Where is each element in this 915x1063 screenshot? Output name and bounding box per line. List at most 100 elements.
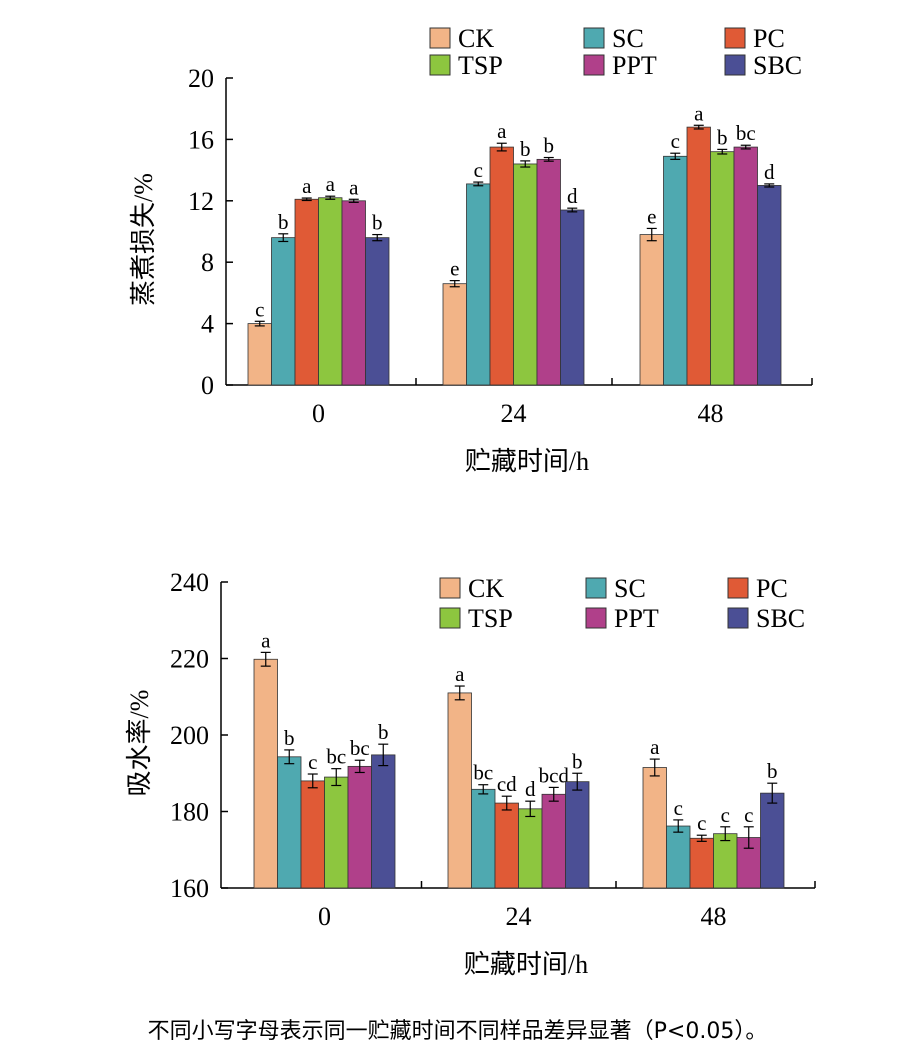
y-tick-label: 0 xyxy=(201,371,214,400)
bar-sc-0 xyxy=(277,756,302,889)
legend-item-tsp: TSP xyxy=(429,51,503,80)
bar-tsp-24 xyxy=(518,808,543,889)
error-bar xyxy=(764,183,775,188)
y-tick-label: 12 xyxy=(188,187,214,216)
significance-letter: bcd xyxy=(539,763,570,787)
legend-item-sc: SC xyxy=(583,24,644,53)
error-bar xyxy=(520,160,531,168)
y-axis-title: 吸水率/% xyxy=(125,690,154,797)
error-bar xyxy=(693,124,704,130)
legend-swatch xyxy=(727,607,749,629)
error-bar xyxy=(454,685,465,701)
legend-label: PPT xyxy=(612,51,657,80)
bar-ppt-24 xyxy=(536,158,561,386)
legend-item-pc: PC xyxy=(724,24,785,53)
x-axis-title: 贮藏时间/h xyxy=(465,447,589,476)
bar-ppt-48 xyxy=(733,146,758,386)
bar-ck-48 xyxy=(642,767,667,889)
error-bar xyxy=(720,826,731,842)
significance-letter: b xyxy=(572,749,583,773)
legend-label: PC xyxy=(756,574,788,603)
bar-pc-48 xyxy=(689,837,714,889)
bar-sbc-0 xyxy=(371,754,396,889)
error-bar xyxy=(378,743,389,767)
significance-letter: d xyxy=(567,184,578,208)
bar-ppt-24 xyxy=(541,793,566,889)
legend-item-ck: CK xyxy=(429,24,494,53)
legend-swatch xyxy=(585,607,607,629)
legend-swatch xyxy=(583,27,605,49)
y-axis-title: 蒸煮损失/% xyxy=(129,173,158,306)
bar-pc-0 xyxy=(294,198,319,386)
significance-letter: a xyxy=(349,175,359,199)
legend-item-ppt: PPT xyxy=(583,51,657,80)
significance-letter: e xyxy=(647,204,656,228)
error-bar xyxy=(496,142,507,152)
error-bar xyxy=(449,280,460,288)
legend-item-ck: CK xyxy=(439,574,504,603)
bar-sbc-48 xyxy=(757,185,782,386)
error-bar xyxy=(478,784,489,795)
significance-letter: cd xyxy=(497,772,517,796)
bar-ppt-0 xyxy=(341,200,366,386)
legend-label: PPT xyxy=(614,604,659,633)
y-tick-label: 16 xyxy=(188,125,214,154)
error-bar xyxy=(501,795,512,811)
bar-ppt-0 xyxy=(347,765,372,889)
bar-pc-0 xyxy=(300,780,325,889)
legend-swatch xyxy=(724,27,746,49)
significance-letter: d xyxy=(525,777,536,801)
legend-item-ppt: PPT xyxy=(585,604,659,633)
x-tick-label: 48 xyxy=(698,399,724,428)
significance-letter: bc xyxy=(326,745,346,769)
bar-tsp-48 xyxy=(710,151,735,386)
bar-sbc-0 xyxy=(365,237,390,386)
figure-caption: 不同小写字母表示同一贮藏时间不同样品差异显著（P<0.05）。 xyxy=(147,1019,768,1044)
significance-letter: b xyxy=(284,726,295,750)
significance-letter: a xyxy=(694,101,704,125)
error-bar xyxy=(670,152,681,160)
error-bar xyxy=(743,826,754,849)
error-bar xyxy=(649,758,660,777)
y-tick-label: 180 xyxy=(170,798,209,827)
bar-pc-48 xyxy=(686,126,711,386)
x-tick-label: 24 xyxy=(506,902,532,931)
bar-tsp-24 xyxy=(513,163,538,386)
bar-ck-24 xyxy=(442,283,467,386)
significance-letter: b xyxy=(767,759,778,783)
bar-tsp-0 xyxy=(318,197,343,386)
significance-letter: c xyxy=(744,803,753,827)
error-bar xyxy=(548,786,559,802)
bar-pc-24 xyxy=(494,802,519,889)
y-tick-label: 220 xyxy=(170,645,209,674)
significance-letter: c xyxy=(308,750,317,774)
legend-swatch xyxy=(429,27,451,49)
legend-label: SBC xyxy=(756,604,805,633)
legend-item-sbc: SBC xyxy=(724,51,802,80)
significance-letter: c xyxy=(255,297,264,321)
y-tick-label: 8 xyxy=(201,248,214,277)
bar-sc-48 xyxy=(666,825,691,889)
bar-sbc-24 xyxy=(565,781,590,889)
x-tick-label: 24 xyxy=(501,399,527,428)
legend-item-pc: PC xyxy=(727,574,788,603)
error-bar xyxy=(673,819,684,833)
legend: CK SC PC TSP PPT SBC xyxy=(429,24,802,80)
legend-label: SC xyxy=(614,574,646,603)
legend-label: SC xyxy=(612,24,644,53)
legend-swatch xyxy=(585,577,607,599)
bar-ck-0 xyxy=(247,323,272,386)
legend-label: TSP xyxy=(458,51,503,80)
legend-swatch xyxy=(429,54,451,76)
legend-swatch xyxy=(583,54,605,76)
error-bar xyxy=(278,233,289,243)
y-tick-label: 200 xyxy=(170,721,209,750)
legend-item-sbc: SBC xyxy=(727,604,805,633)
legend-label: CK xyxy=(468,574,504,603)
significance-letter: d xyxy=(764,160,775,184)
error-bar xyxy=(767,782,778,804)
bar-tsp-0 xyxy=(324,776,349,889)
